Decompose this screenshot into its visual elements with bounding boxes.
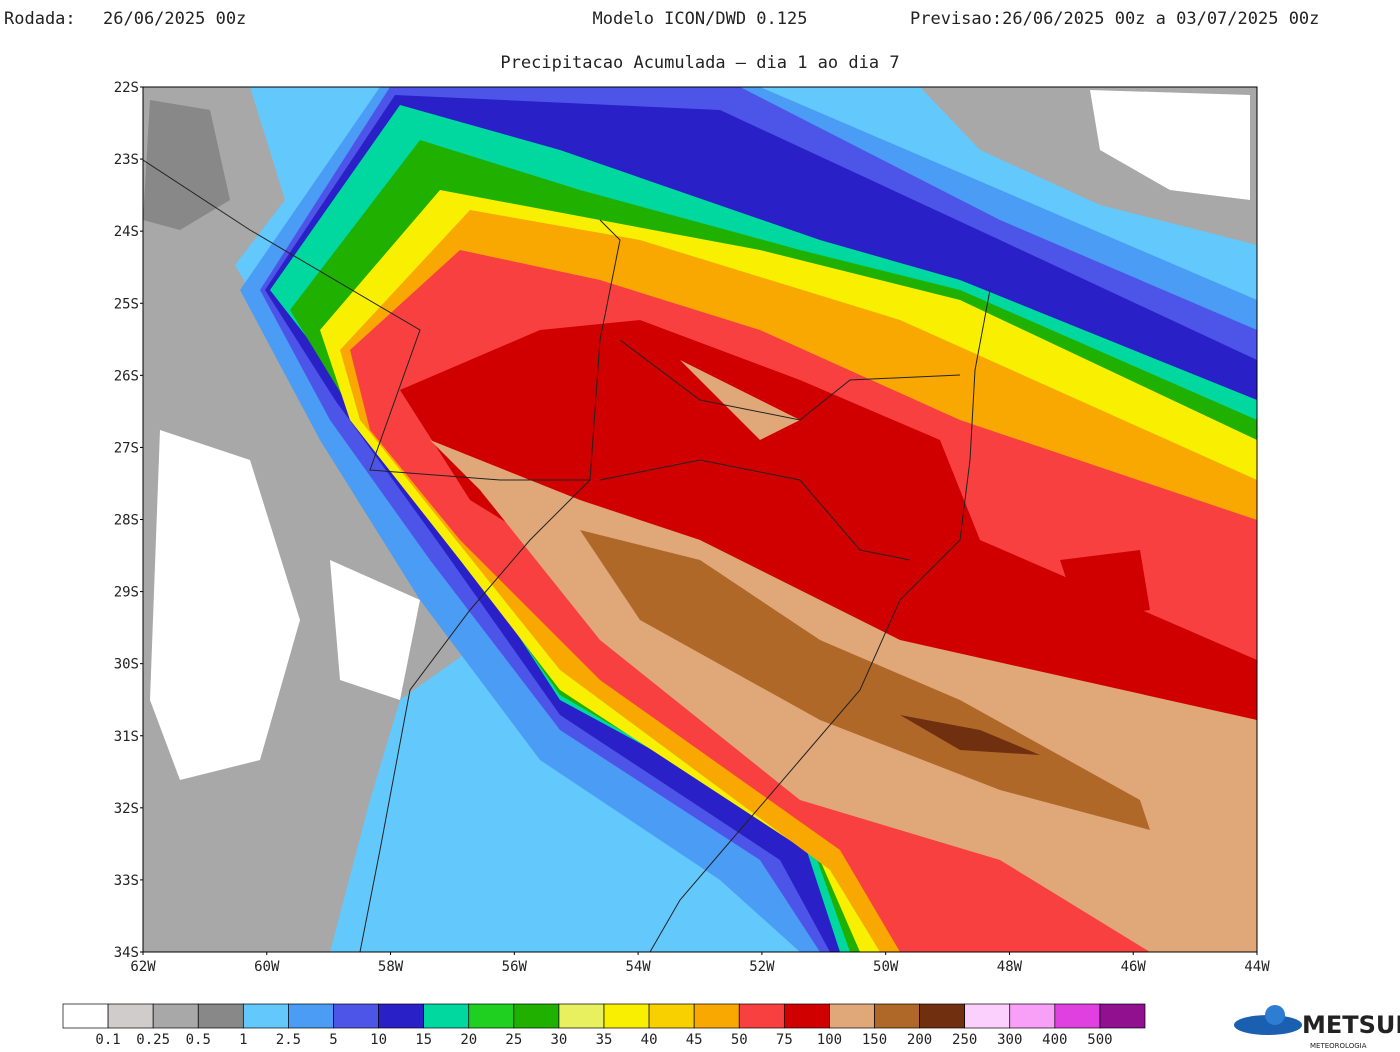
colorbar-label: 15 xyxy=(415,1032,432,1048)
color-swatch xyxy=(1054,1003,1101,1029)
colorbar-label: 0.5 xyxy=(186,1032,211,1048)
color-swatch xyxy=(1009,1003,1056,1029)
color-swatch xyxy=(1099,1003,1146,1029)
colorbar: 0.1 0.25 0.5 1 2.5 5 10 15 20 25 30 35 40 45 50 75 100 15… xyxy=(62,1003,1146,1048)
lat-label: 30S xyxy=(114,657,139,673)
colorbar-label: 40 xyxy=(641,1032,658,1048)
logo-name: METSUL xyxy=(1302,1011,1400,1039)
lon-label: 46W xyxy=(1121,959,1147,975)
colorbar-label: 0.25 xyxy=(136,1032,170,1048)
run-label: Rodada: xyxy=(4,9,76,29)
logo-tagline: METEOROLOGIA xyxy=(1310,1042,1367,1050)
color-swatch xyxy=(783,1003,830,1029)
lat-label: 22S xyxy=(114,80,139,96)
lon-label: 54W xyxy=(625,959,651,975)
colorbar-label: 1 xyxy=(239,1032,247,1048)
logo: METSUL METEOROLOGIA xyxy=(1234,1005,1400,1050)
color-swatch xyxy=(423,1003,470,1029)
color-swatch xyxy=(333,1003,379,1029)
colorbar-label: 500 xyxy=(1087,1032,1112,1048)
color-swatch xyxy=(242,1003,289,1029)
color-swatch xyxy=(829,1003,875,1029)
lat-label: 23S xyxy=(114,152,139,168)
axes: 22S23S24S25S26S27S28S29S30S31S32S33S34S6… xyxy=(114,80,1271,975)
color-swatch xyxy=(378,1003,425,1029)
colorbar-label: 45 xyxy=(686,1032,703,1048)
lat-label: 26S xyxy=(114,368,139,384)
colorbar-label: 400 xyxy=(1042,1032,1067,1048)
lat-label: 31S xyxy=(114,729,139,745)
color-swatch xyxy=(558,1003,605,1029)
color-swatch xyxy=(513,1003,560,1029)
run-date: 26/06/2025 00z xyxy=(103,9,246,29)
color-swatch xyxy=(107,1003,154,1029)
colorbar-label: 20 xyxy=(460,1032,477,1048)
color-swatch xyxy=(603,1003,650,1029)
forecast-range: 26/06/2025 00z a 03/07/2025 00z xyxy=(1002,9,1319,29)
lat-label: 28S xyxy=(114,513,139,529)
colorbar-label: 300 xyxy=(997,1032,1022,1048)
color-swatch xyxy=(152,1003,199,1029)
lat-label: 34S xyxy=(114,945,139,961)
color-swatch xyxy=(874,1003,920,1029)
lon-label: 52W xyxy=(749,959,775,975)
colorbar-label: 0.1 xyxy=(95,1032,120,1048)
color-swatch xyxy=(693,1003,740,1029)
color-swatch xyxy=(62,1003,109,1029)
precipitation-map xyxy=(143,87,1257,952)
color-swatch xyxy=(648,1003,695,1029)
colorbar-label: 250 xyxy=(952,1032,977,1048)
lon-label: 56W xyxy=(502,959,528,975)
colorbar-label: 100 xyxy=(817,1032,842,1048)
lat-label: 29S xyxy=(114,585,139,601)
color-swatch xyxy=(468,1003,515,1029)
forecast-label: Previsao: xyxy=(910,9,1002,29)
colorbar-label: 50 xyxy=(731,1032,748,1048)
subtitle: Precipitacao Acumulada – dia 1 ao dia 7 xyxy=(500,53,899,73)
lat-label: 27S xyxy=(114,440,139,456)
colorbar-label: 30 xyxy=(550,1032,567,1048)
color-swatch xyxy=(288,1003,334,1029)
colorbar-label: 200 xyxy=(907,1032,932,1048)
lon-label: 50W xyxy=(873,959,899,975)
lat-label: 24S xyxy=(114,224,139,240)
color-swatch xyxy=(919,1003,966,1029)
lon-label: 62W xyxy=(130,959,156,975)
model-name: Modelo ICON/DWD 0.125 xyxy=(593,9,808,29)
colorbar-label: 35 xyxy=(596,1032,613,1048)
colorbar-label: 2.5 xyxy=(276,1032,301,1048)
lon-label: 60W xyxy=(254,959,280,975)
lon-label: 58W xyxy=(378,959,404,975)
color-swatch xyxy=(964,1003,1011,1029)
lon-label: 44W xyxy=(1244,959,1270,975)
colorbar-label: 5 xyxy=(329,1032,337,1048)
color-swatch xyxy=(197,1003,244,1029)
colorbar-label: 150 xyxy=(862,1032,887,1048)
lat-label: 32S xyxy=(114,801,139,817)
colorbar-label: 25 xyxy=(505,1032,522,1048)
lat-label: 33S xyxy=(114,873,139,889)
colorbar-label: 75 xyxy=(776,1032,793,1048)
colorbar-label: 10 xyxy=(370,1032,387,1048)
lon-label: 48W xyxy=(997,959,1023,975)
color-swatch xyxy=(738,1003,785,1029)
lat-label: 25S xyxy=(114,296,139,312)
